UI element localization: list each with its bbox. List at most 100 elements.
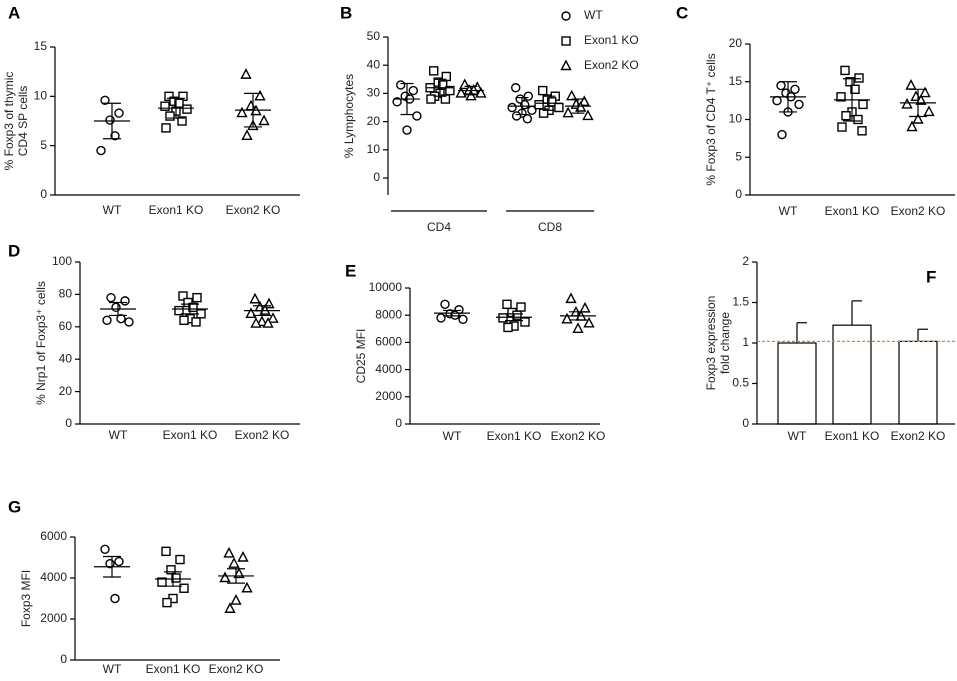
point <box>408 85 418 96</box>
bar <box>898 340 938 425</box>
y-axis-label: % Lymphocytes <box>342 74 356 158</box>
panel-letter: C <box>676 3 688 22</box>
y-axis-label: % Foxp3 of CD4 T⁺ cells <box>704 53 718 185</box>
point <box>850 84 860 95</box>
point <box>857 126 867 136</box>
point <box>223 546 235 558</box>
point <box>183 297 193 308</box>
y-tick-label: 0.5 <box>732 376 749 390</box>
point <box>561 36 571 46</box>
y-tick-label: 40 <box>59 351 73 365</box>
point <box>240 68 252 79</box>
x-tick-label: Exon1 KO <box>146 662 201 676</box>
point <box>124 317 134 327</box>
y-tick-label: 2000 <box>40 611 67 625</box>
point <box>258 114 270 126</box>
y-tick-label: 30 <box>367 86 381 100</box>
point <box>534 99 544 110</box>
x-tick-label: WT <box>103 662 122 676</box>
x-tick-label: Exon1 KO <box>825 429 880 443</box>
point <box>162 597 172 608</box>
point <box>179 315 189 326</box>
point <box>853 114 863 125</box>
y-tick-label: 40 <box>367 57 381 71</box>
y-tick-label: 4000 <box>375 362 402 376</box>
point <box>523 91 533 101</box>
point <box>171 573 181 583</box>
point <box>237 551 249 562</box>
point <box>837 122 847 132</box>
point <box>179 583 189 593</box>
point <box>96 145 106 156</box>
y-axis-label: CD25 MFI <box>354 329 368 384</box>
point <box>157 577 167 587</box>
point <box>412 111 422 121</box>
y-tick-label: 1.5 <box>732 295 749 309</box>
y-tick-label: 20 <box>59 384 73 398</box>
point <box>840 65 850 76</box>
point <box>177 116 187 126</box>
point <box>267 312 279 323</box>
y-axis-label: Foxp3 MFI <box>19 570 33 627</box>
point <box>233 567 245 579</box>
y-axis-label: Foxp3 expression <box>704 296 718 391</box>
y-tick-label: 1 <box>742 335 749 349</box>
y-axis-label: % Foxp3 of thymic <box>2 72 16 171</box>
point <box>507 102 517 113</box>
y-tick-label: 0 <box>395 416 402 430</box>
point <box>565 292 577 304</box>
point <box>178 291 188 301</box>
point <box>116 314 126 324</box>
y-tick-label: 100 <box>52 254 72 268</box>
legend-label: WT <box>584 8 603 22</box>
point <box>923 105 935 117</box>
point <box>440 299 450 310</box>
point <box>562 106 574 118</box>
point <box>919 86 931 98</box>
y-tick-label: 20 <box>729 36 743 50</box>
group-label: CD8 <box>538 220 562 234</box>
y-axis-label: CD4 SP cells <box>16 86 30 156</box>
point <box>560 59 572 71</box>
point <box>901 97 913 109</box>
point <box>905 79 917 90</box>
point <box>262 317 274 328</box>
point <box>111 302 121 313</box>
x-tick-label: Exon2 KO <box>235 428 290 442</box>
point <box>165 111 175 121</box>
point <box>164 91 174 102</box>
point <box>219 571 231 583</box>
panel-letter: A <box>8 3 20 22</box>
point <box>120 296 130 306</box>
point <box>915 94 927 105</box>
x-tick-label: WT <box>779 204 798 218</box>
point <box>254 89 266 101</box>
point <box>192 292 202 303</box>
x-tick-label: WT <box>103 203 122 217</box>
point <box>538 108 549 118</box>
point <box>249 292 261 304</box>
point <box>436 313 446 323</box>
point <box>906 120 918 132</box>
point <box>841 111 851 121</box>
x-tick-label: Exon2 KO <box>209 662 264 676</box>
point <box>429 66 439 76</box>
point <box>858 99 868 110</box>
x-tick-label: WT <box>443 429 462 443</box>
x-tick-label: WT <box>109 428 128 442</box>
point <box>161 123 171 133</box>
y-tick-label: 10 <box>729 112 743 126</box>
point <box>105 115 115 125</box>
point <box>561 11 571 21</box>
point <box>110 593 120 604</box>
x-tick-label: Exon1 KO <box>163 428 218 442</box>
point <box>854 73 864 83</box>
y-tick-label: 5 <box>735 149 742 163</box>
y-tick-label: 4000 <box>40 570 67 584</box>
y-tick-label: 10000 <box>369 280 403 294</box>
y-axis-label: % Nrp1 of Foxp3⁺ cells <box>34 281 48 405</box>
panel-letter: B <box>340 3 352 22</box>
y-tick-label: 0 <box>742 416 749 430</box>
point <box>166 565 176 575</box>
